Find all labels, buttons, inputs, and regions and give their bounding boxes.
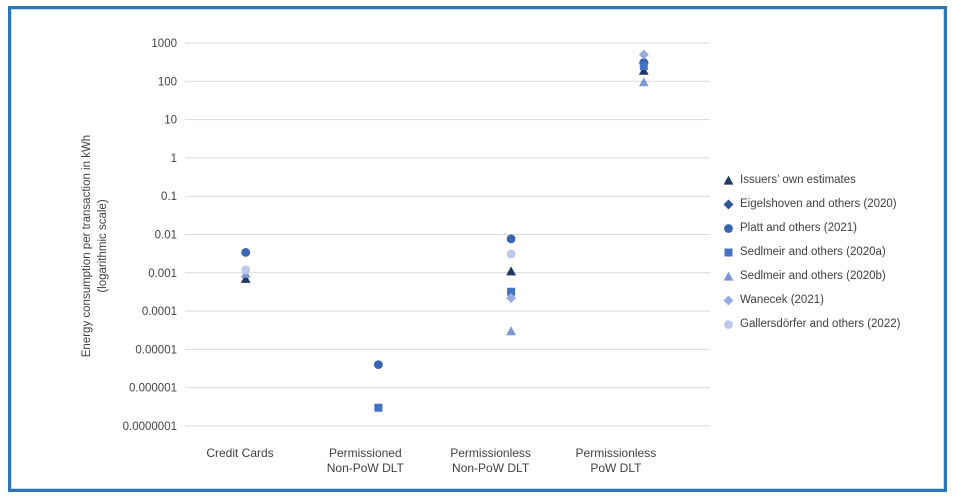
square-marker-icon <box>723 247 734 258</box>
data-point-triangle <box>240 273 251 283</box>
legend-item-gallersdorfer-2022: Gallersdörfer and others (2022) <box>723 312 948 336</box>
y-tick-label: 0.001 <box>148 268 177 280</box>
y-tick-label: 10 <box>164 115 177 127</box>
y-tick-label: 100 <box>158 76 177 88</box>
chart-outer-border <box>8 6 947 492</box>
data-point-circle <box>241 248 251 257</box>
data-point-diamond <box>723 295 734 305</box>
legend-label: Eigelshoven and others (2020) <box>740 198 897 210</box>
legend-item-eigelshoven-2020: Eigelshoven and others (2020) <box>723 192 948 216</box>
data-point-triangle <box>506 266 516 276</box>
data-point-circle <box>724 319 733 329</box>
data-point-diamond <box>506 292 517 303</box>
circle-marker-icon <box>723 223 734 234</box>
circle-marker-icon <box>723 319 734 330</box>
data-point-triangle <box>506 326 516 336</box>
data-point-triangle <box>638 77 649 87</box>
data-point-square <box>639 62 648 71</box>
legend-item-wanecek-2021: Wanecek (2021) <box>723 288 948 312</box>
y-tick-label: 0.0000001 <box>123 421 177 433</box>
triangle-marker-icon <box>723 271 734 282</box>
legend-label: Gallersdörfer and others (2022) <box>740 318 901 330</box>
y-tick-label: 1000 <box>151 38 177 50</box>
data-point-circle <box>374 360 383 370</box>
x-axis-label: Permissionless PoW DLT <box>575 446 657 475</box>
y-tick-label: 0.00001 <box>135 344 177 356</box>
x-axis-label: Credit Cards <box>206 446 274 460</box>
legend-item-sedlmeir-2020b: Sedlmeir and others (2020b) <box>723 264 948 288</box>
data-point-triangle <box>723 271 734 281</box>
y-tick-label: 0.01 <box>155 230 177 242</box>
triangle-marker-icon <box>723 175 734 186</box>
y-tick-label: 1 <box>171 153 177 165</box>
data-point-circle <box>241 265 251 275</box>
y-tick-label: 0.0001 <box>142 306 177 318</box>
data-point-circle <box>724 223 733 233</box>
y-tick-label: 0.000001 <box>129 383 177 395</box>
data-point-square <box>374 403 383 412</box>
x-axis-label: Permissionless Non-PoW DLT <box>450 446 531 475</box>
legend-item-platt-2021: Platt and others (2021) <box>723 216 948 240</box>
legend-label: Sedlmeir and others (2020b) <box>740 270 886 282</box>
data-point-diamond <box>723 199 734 209</box>
x-axis-label: Permissioned Non-PoW DLT <box>326 446 404 475</box>
legend-label: Platt and others (2021) <box>740 222 857 234</box>
data-point-square <box>507 287 516 296</box>
data-point-diamond <box>638 49 649 60</box>
legend: Issuers’ own estimates Eigelshoven and o… <box>723 168 948 336</box>
data-point-circle <box>506 249 516 259</box>
data-point-circle <box>506 234 516 244</box>
legend-label: Wanecek (2021) <box>740 294 824 306</box>
data-point-triangle <box>638 65 649 75</box>
diamond-marker-icon <box>723 199 734 210</box>
legend-label: Issuers’ own estimates <box>740 174 856 186</box>
data-point-triangle <box>723 175 734 185</box>
y-tick-label: 0.1 <box>161 191 177 203</box>
legend-item-issuers-own-estimates: Issuers’ own estimates <box>723 168 948 192</box>
legend-label: Sedlmeir and others (2020a) <box>740 246 886 258</box>
data-point-square <box>724 248 733 256</box>
diamond-marker-icon <box>723 295 734 306</box>
legend-item-sedlmeir-2020a: Sedlmeir and others (2020a) <box>723 240 948 264</box>
